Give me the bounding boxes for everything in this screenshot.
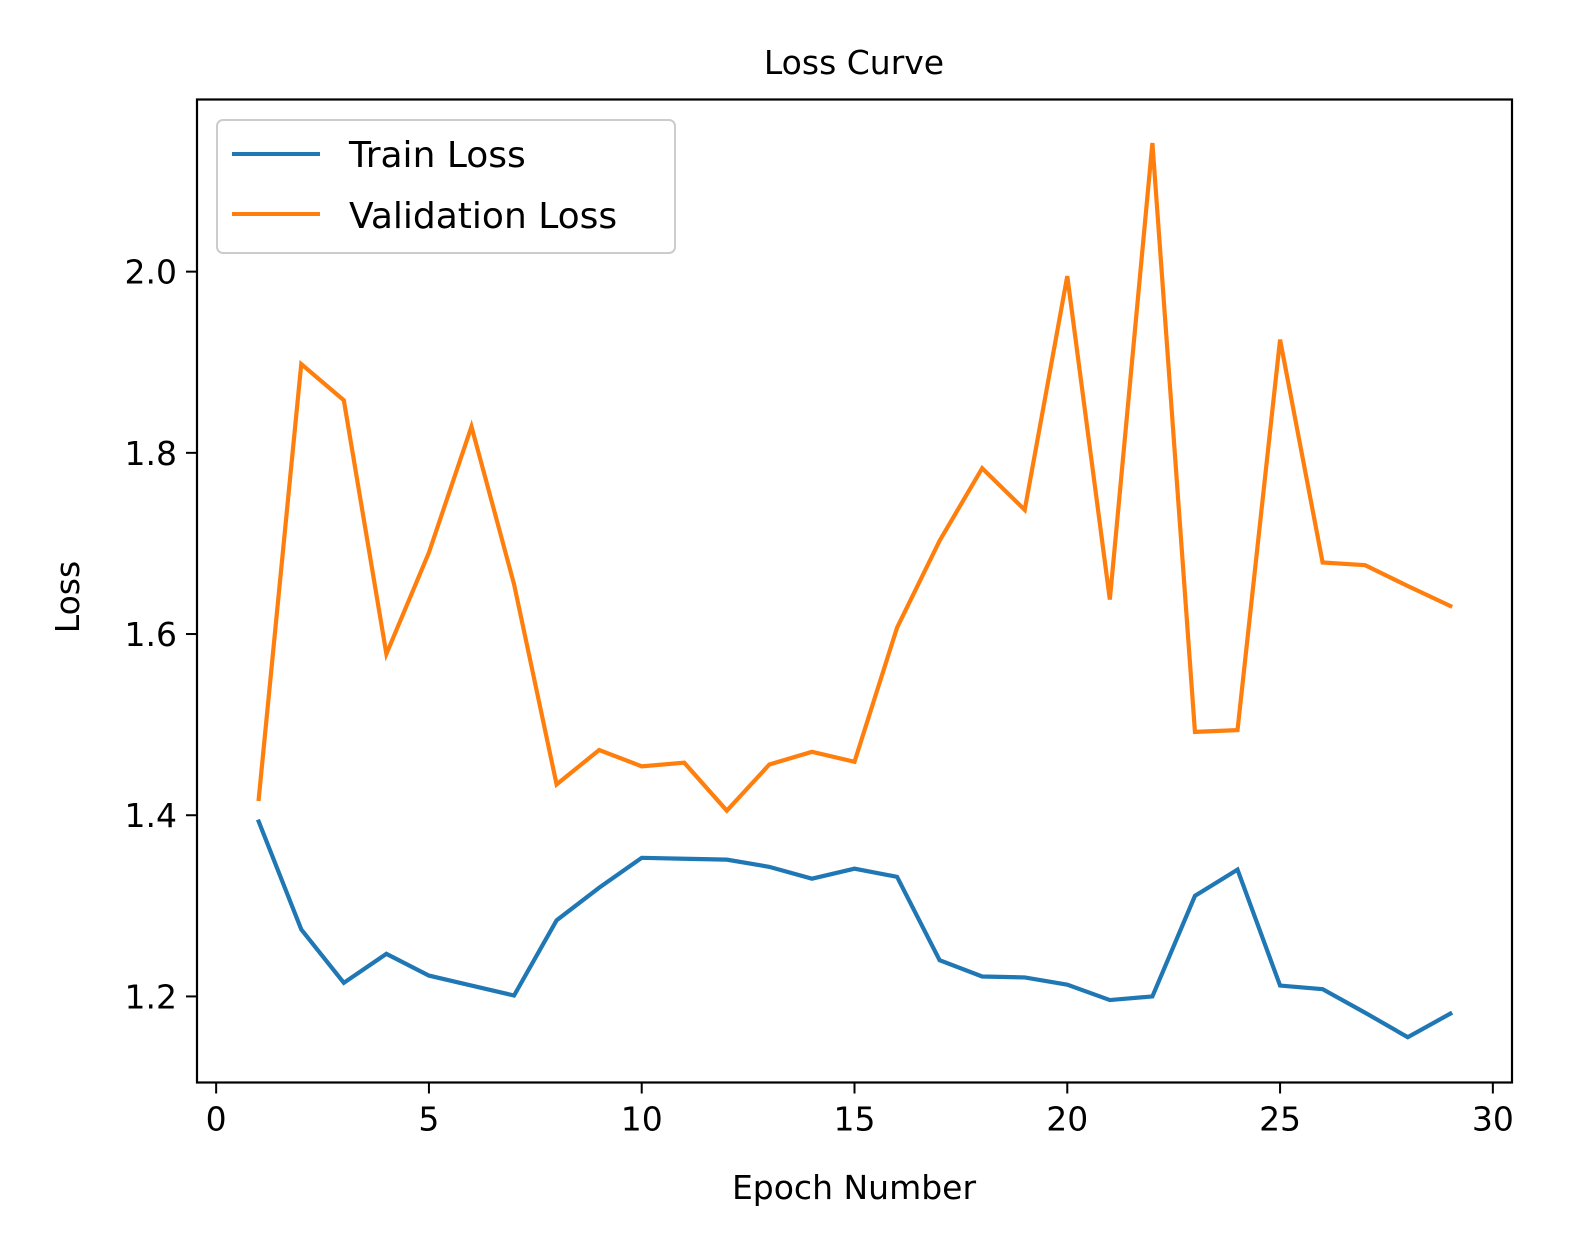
data-point-validation-loss-23	[1193, 730, 1197, 734]
data-point-train-loss-27	[1363, 1011, 1367, 1015]
data-point-validation-loss-13	[767, 763, 771, 767]
series-line-validation-loss	[256, 142, 1454, 814]
data-point-train-loss-29	[1448, 1012, 1452, 1016]
data-point-validation-loss-25	[1278, 338, 1282, 342]
data-point-train-loss-24	[1236, 868, 1240, 872]
data-point-validation-loss-5	[427, 551, 431, 555]
data-point-train-loss-17	[938, 958, 942, 962]
x-tick-label: 5	[418, 1100, 439, 1139]
data-point-validation-loss-12	[725, 809, 729, 813]
x-axis-label: Epoch Number	[732, 1168, 977, 1207]
y-tick-label: 1.6	[125, 615, 177, 654]
data-point-validation-loss-14	[810, 750, 814, 754]
data-point-validation-loss-8	[555, 782, 559, 786]
series-layer	[255, 141, 1454, 1040]
data-point-validation-loss-3	[342, 398, 346, 402]
data-point-train-loss-23	[1193, 894, 1197, 898]
data-point-train-loss-26	[1321, 987, 1325, 991]
data-point-validation-loss-22	[1150, 141, 1154, 145]
data-point-validation-loss-6	[469, 425, 473, 429]
data-point-train-loss-5	[427, 974, 431, 978]
x-tick-label: 10	[621, 1100, 663, 1139]
x-tick-label: 25	[1259, 1100, 1301, 1139]
data-point-train-loss-3	[342, 981, 346, 985]
y-tick-label: 1.8	[125, 434, 177, 473]
data-point-train-loss-2	[299, 927, 303, 931]
data-point-validation-loss-15	[853, 760, 857, 764]
data-point-validation-loss-29	[1448, 604, 1452, 608]
data-point-validation-loss-11	[682, 761, 686, 765]
data-point-validation-loss-4	[384, 652, 388, 656]
data-point-train-loss-4	[384, 952, 388, 956]
data-point-validation-loss-16	[895, 626, 899, 630]
data-point-train-loss-11	[682, 857, 686, 861]
x-axis-ticks: 0 5 10 15 20 25 30	[206, 1082, 1514, 1139]
data-point-train-loss-7	[512, 994, 516, 998]
data-point-train-loss-14	[810, 877, 814, 881]
x-tick-label: 15	[834, 1100, 876, 1139]
data-point-validation-loss-24	[1236, 728, 1240, 732]
data-point-train-loss-1	[257, 820, 261, 824]
data-point-validation-loss-17	[938, 539, 942, 543]
data-point-train-loss-18	[980, 975, 984, 979]
data-point-train-loss-9	[597, 886, 601, 890]
series-line-train-loss	[255, 818, 1454, 1040]
legend: Train Loss Validation Loss	[216, 119, 676, 254]
legend-label-validation-loss: Validation Loss	[349, 196, 617, 237]
y-axis-ticks: 1.2 1.4 1.6 1.8 2.0	[125, 253, 197, 1016]
data-point-train-loss-16	[895, 875, 899, 879]
y-tick-label: 1.2	[125, 977, 177, 1016]
y-tick-label: 2.0	[125, 253, 177, 292]
data-point-train-loss-22	[1150, 994, 1154, 998]
x-tick-label: 0	[206, 1100, 227, 1139]
data-point-validation-loss-20	[1065, 274, 1069, 278]
data-point-train-loss-19	[1023, 975, 1027, 979]
data-point-train-loss-10	[640, 856, 644, 860]
data-point-validation-loss-18	[980, 466, 984, 470]
chart-title: Loss Curve	[764, 43, 944, 82]
data-point-validation-loss-21	[1108, 598, 1112, 602]
data-point-train-loss-8	[555, 918, 559, 922]
data-point-validation-loss-28	[1406, 584, 1410, 588]
data-point-train-loss-15	[853, 867, 857, 871]
data-point-validation-loss-19	[1023, 508, 1027, 512]
y-tick-label: 1.4	[125, 796, 177, 835]
legend-box	[216, 119, 676, 254]
data-point-validation-loss-10	[640, 764, 644, 768]
data-point-train-loss-6	[469, 984, 473, 988]
data-point-train-loss-13	[767, 865, 771, 869]
data-point-validation-loss-27	[1363, 563, 1367, 567]
data-point-validation-loss-7	[512, 582, 516, 586]
x-tick-label: 30	[1472, 1100, 1514, 1139]
x-tick-label: 20	[1046, 1100, 1088, 1139]
data-point-validation-loss-1	[257, 797, 261, 801]
data-point-train-loss-25	[1278, 984, 1282, 988]
data-point-train-loss-12	[725, 858, 729, 862]
legend-label-train-loss: Train Loss	[348, 135, 526, 176]
data-point-validation-loss-9	[597, 748, 601, 752]
data-point-train-loss-28	[1406, 1035, 1410, 1039]
data-point-train-loss-21	[1108, 998, 1112, 1002]
data-point-validation-loss-2	[299, 362, 303, 366]
y-axis-label: Loss	[48, 561, 87, 633]
data-point-train-loss-20	[1065, 983, 1069, 987]
data-point-validation-loss-26	[1321, 560, 1325, 564]
